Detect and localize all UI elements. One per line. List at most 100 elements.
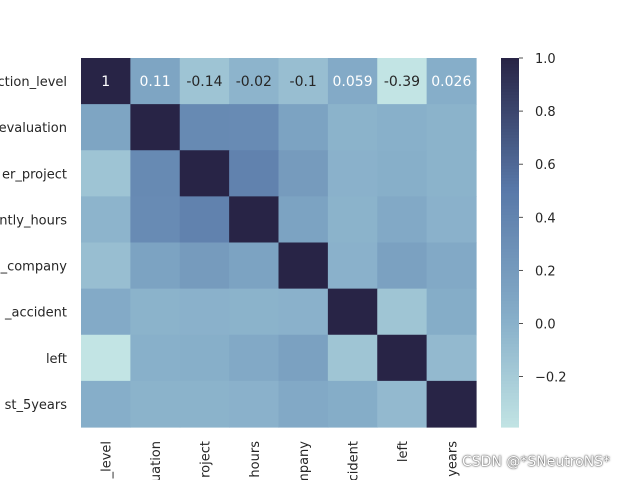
heatmap-cell	[229, 334, 280, 382]
heatmap-cell	[130, 288, 181, 336]
colorbar-segment	[501, 61, 519, 65]
colorbar-segment	[501, 343, 519, 348]
heatmap-cell	[81, 288, 131, 336]
colorbar-segment	[501, 104, 519, 108]
colorbar-segment	[501, 254, 519, 259]
colorbar-segment	[501, 239, 519, 244]
colorbar-segment	[501, 264, 519, 268]
colorbar-segment	[501, 116, 519, 121]
colorbar-segment	[501, 217, 519, 222]
colorbar-segment	[501, 285, 519, 290]
colorbar-segment	[501, 257, 519, 262]
colorbar-segment	[501, 110, 519, 114]
x-tick-label: uation	[149, 441, 164, 480]
heatmap-cell	[130, 242, 181, 290]
heatmap-cell	[130, 58, 181, 105]
heatmap-cell	[229, 196, 280, 244]
colorbar-segment	[501, 260, 519, 265]
colorbar-segment	[501, 288, 519, 293]
colorbar-segment	[501, 134, 519, 139]
colorbar-segment	[501, 97, 519, 102]
heatmap-cell	[229, 380, 280, 428]
heatmap-cell	[130, 104, 181, 151]
heatmap-cell	[229, 104, 280, 151]
x-tick-label: left	[396, 441, 411, 462]
heatmap-cell	[81, 104, 131, 151]
colorbar-segment	[501, 334, 519, 339]
colorbar-segment	[501, 159, 519, 164]
colorbar-segment	[501, 402, 519, 407]
y-tick-labels: ction_level evaluation er_project ntly_hour…	[0, 75, 68, 413]
colorbar-segment	[501, 174, 519, 179]
colorbar-segment	[501, 340, 519, 345]
colorbar-segment	[501, 171, 519, 176]
heatmap-annotation: 0.026	[431, 74, 471, 90]
heatmap-cell	[377, 58, 428, 105]
colorbar-segment	[501, 224, 519, 228]
colorbar-segment	[501, 131, 519, 136]
heatmap-cell	[426, 196, 477, 244]
colorbar-segment	[501, 58, 519, 62]
colorbar-segment	[501, 107, 519, 111]
colorbar-segment	[501, 387, 519, 391]
heatmap-cell	[377, 288, 428, 336]
heatmap-cell	[81, 58, 131, 105]
colorbar-tick-label: 0.8	[535, 105, 556, 120]
colorbar-segment	[501, 187, 519, 191]
y-tick-label: st_5years	[5, 398, 68, 413]
colorbar-segment	[501, 156, 519, 161]
colorbar-segment	[501, 411, 519, 416]
colorbar-segment	[501, 177, 519, 182]
heatmap-cell	[327, 150, 378, 197]
colorbar-segment	[501, 313, 519, 317]
colorbar-segment	[501, 368, 519, 373]
heatmap-cell	[278, 334, 329, 382]
colorbar-segment	[501, 420, 519, 425]
colorbar-segment	[501, 94, 519, 99]
heatmap-cell	[278, 242, 329, 290]
colorbar-segment	[501, 82, 519, 87]
colorbar-segment	[501, 267, 519, 271]
colorbar-segment	[501, 337, 519, 342]
heatmap-cell	[327, 334, 378, 382]
heatmap-cell	[278, 196, 329, 244]
colorbar-segment	[501, 128, 519, 133]
colorbar-segment	[501, 319, 519, 324]
heatmap-cell	[278, 380, 329, 428]
colorbar-segment	[501, 276, 519, 280]
colorbar-segment	[501, 202, 519, 207]
colorbar-segment	[501, 245, 519, 250]
heatmap-annotation: -0.1	[290, 74, 317, 90]
colorbar-segment	[501, 423, 519, 428]
colorbar-segment	[501, 310, 519, 314]
heatmap-cell	[377, 380, 428, 428]
colorbar-segment	[501, 190, 519, 194]
colorbar-segment	[501, 122, 519, 127]
y-tick-label: _company	[0, 260, 67, 275]
heatmap-cell	[179, 104, 230, 151]
colorbar-segment	[501, 205, 519, 210]
colorbar-segment	[501, 316, 519, 320]
heatmap-cell	[426, 150, 477, 197]
colorbar-segment	[501, 137, 519, 142]
watermark-text: CSDN @*SNeutroNS*	[462, 454, 611, 470]
heatmap-cell	[81, 380, 131, 428]
colorbar-segment	[501, 101, 519, 105]
heatmap-cell	[130, 196, 181, 244]
heatmap-cell	[179, 288, 230, 336]
colorbar-segment	[501, 396, 519, 400]
x-tick-labels: _level uation roject hours mpany cident left ye…	[100, 441, 461, 480]
colorbar-segment	[501, 307, 519, 311]
colorbar-segment	[501, 273, 519, 277]
colorbar-segment	[501, 377, 519, 382]
colorbar-segment	[501, 125, 519, 130]
colorbar-segment	[501, 181, 519, 185]
colorbar-segment	[501, 227, 519, 231]
heatmap-annotation: -0.14	[186, 74, 222, 90]
colorbar-segment	[501, 328, 519, 333]
colorbar-segment	[501, 141, 519, 145]
colorbar-segment	[501, 184, 519, 188]
heatmap-cell	[179, 334, 230, 382]
colorbar-tick-label: −0.2	[535, 371, 567, 386]
heatmap-annotation: 1	[101, 74, 110, 90]
